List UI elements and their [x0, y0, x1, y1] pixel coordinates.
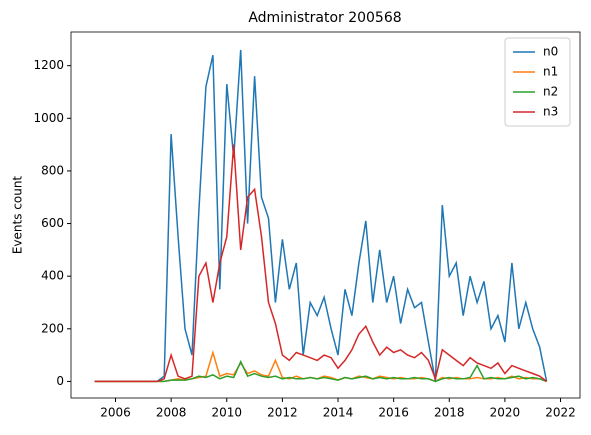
chart-title: Administrator 200568 [248, 10, 401, 26]
x-tick-label: 2014 [323, 406, 354, 420]
series-line [94, 359, 547, 383]
series-line [94, 49, 548, 383]
y-tick-label: 200 [41, 321, 64, 335]
x-tick-label: 2016 [378, 406, 409, 420]
x-tick-label: 2022 [545, 406, 576, 420]
y-tick-label: 1200 [33, 58, 64, 72]
x-tick-label: 2018 [434, 406, 465, 420]
legend-box [504, 37, 571, 127]
series-line [94, 144, 548, 383]
y-tick-label: 400 [41, 269, 64, 283]
y-tick-label: 800 [41, 163, 64, 177]
legend-label: n2 [543, 85, 558, 99]
x-tick-label: 2020 [490, 406, 521, 420]
plot-frame [70, 31, 581, 399]
y-tick-label: 1000 [33, 111, 64, 125]
x-tick-label: 2010 [211, 406, 242, 420]
legend-label: n3 [543, 105, 558, 119]
legend-label: n1 [543, 65, 558, 79]
legend-label: n0 [543, 45, 558, 59]
x-tick-label: 2008 [156, 406, 187, 420]
y-axis-label: Events count [11, 176, 25, 255]
x-tick-label: 2012 [267, 406, 298, 420]
y-tick-label: 0 [56, 374, 64, 388]
y-tick-label: 600 [41, 216, 64, 230]
x-tick-label: 2006 [100, 406, 131, 420]
